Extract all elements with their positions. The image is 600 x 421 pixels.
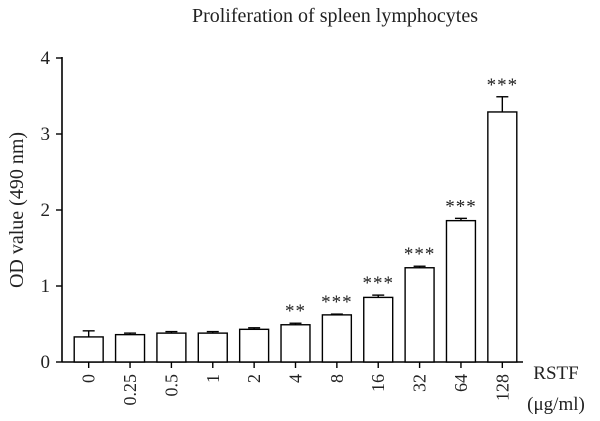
bar bbox=[280, 324, 311, 363]
x-tick-label: 128 bbox=[492, 374, 512, 401]
y-axis-label: OD value (490 nm) bbox=[6, 132, 28, 288]
x-tick-label: 0.5 bbox=[161, 374, 181, 397]
bar bbox=[238, 328, 270, 363]
x-tick-label: 0 bbox=[79, 374, 99, 383]
chart-title: Proliferation of spleen lymphocytes bbox=[192, 5, 478, 27]
x-tick-label: 1 bbox=[203, 374, 223, 383]
bar bbox=[487, 111, 518, 363]
bar bbox=[197, 332, 228, 363]
x-axis-label: RSTF bbox=[533, 363, 578, 384]
bar bbox=[321, 314, 353, 363]
x-tick-label: 16 bbox=[368, 374, 388, 392]
x-axis-unit: (μg/ml) bbox=[527, 394, 585, 415]
significance-label: *** bbox=[362, 273, 394, 294]
bar bbox=[363, 296, 394, 363]
y-tick-label: 0 bbox=[41, 352, 51, 373]
x-tick-label: 4 bbox=[286, 374, 306, 383]
x-tick-label: 0.25 bbox=[120, 374, 140, 406]
y-tick-label: 4 bbox=[41, 48, 51, 69]
significance-label: *** bbox=[445, 196, 477, 217]
y-tick-label: 1 bbox=[41, 276, 51, 297]
x-tick-label: 2 bbox=[244, 374, 264, 383]
significance-label: *** bbox=[321, 292, 353, 313]
y-tick-label: 3 bbox=[41, 124, 51, 145]
significance-label: *** bbox=[404, 244, 436, 265]
y-tick-label: 2 bbox=[41, 200, 51, 221]
bar bbox=[73, 336, 104, 363]
bar bbox=[156, 332, 187, 363]
x-tick-label: 64 bbox=[451, 374, 471, 392]
bar bbox=[445, 219, 477, 363]
significance-label: ** bbox=[285, 301, 306, 322]
bar bbox=[114, 333, 146, 363]
bar bbox=[404, 267, 435, 363]
significance-label: *** bbox=[487, 75, 519, 96]
x-tick-label: 8 bbox=[327, 374, 347, 383]
plot-area: 0 1 2 3 4 0 0.25 0.5 1 2 ** 4 *** 8 *** 16 *** 32 *** 64 ***… bbox=[41, 48, 523, 406]
x-tick-label: 32 bbox=[410, 374, 430, 392]
